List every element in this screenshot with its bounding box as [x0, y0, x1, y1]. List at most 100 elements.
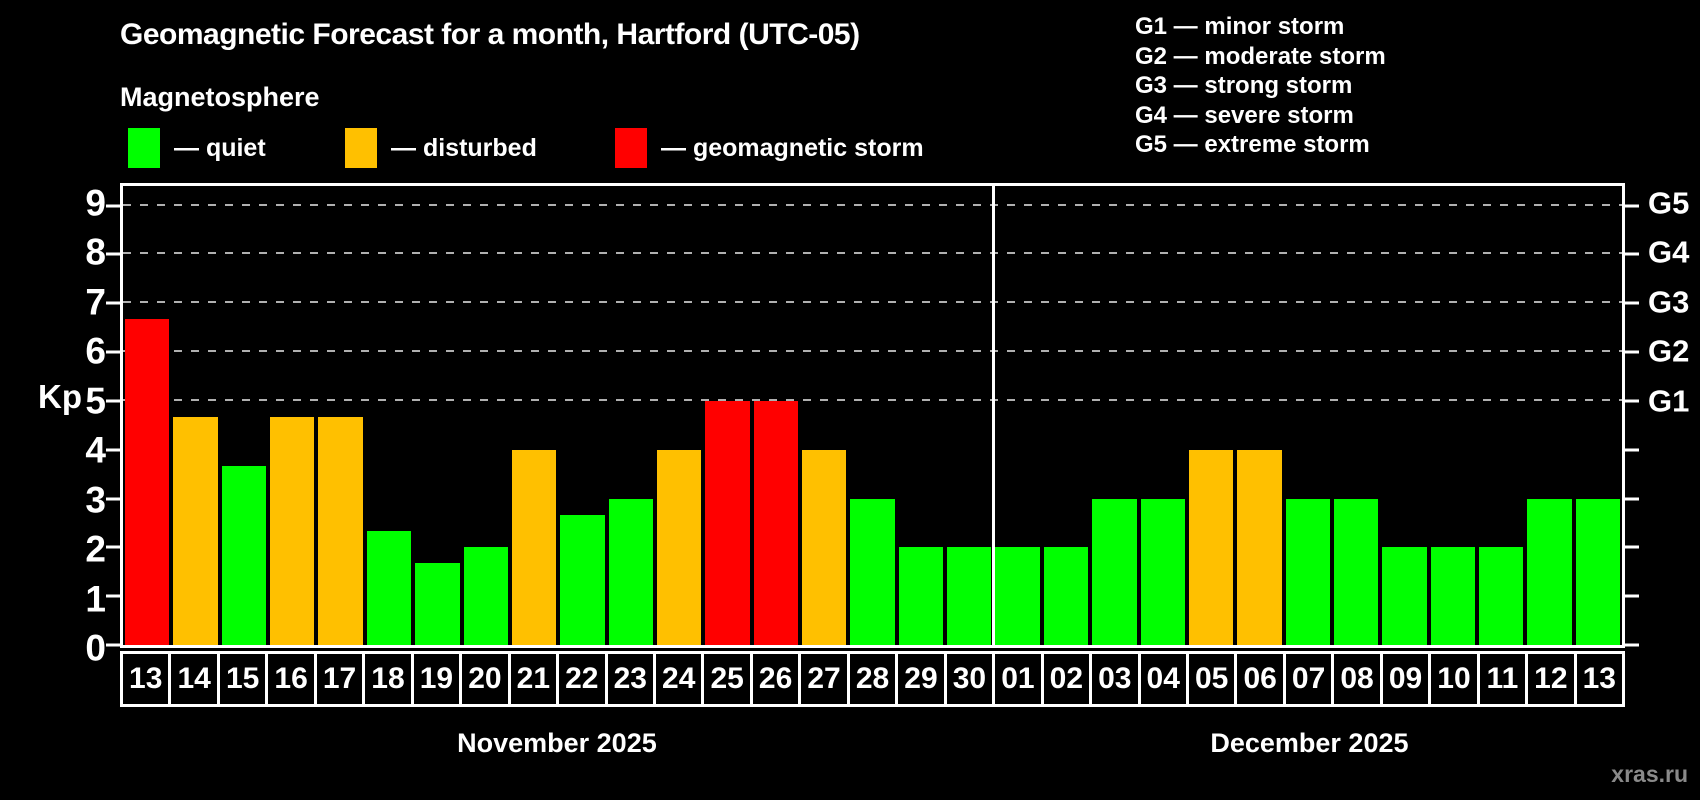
- day-label-nov-19: 19: [410, 651, 463, 707]
- y-axis-label-3: 3: [85, 479, 106, 521]
- g-scale-legend-line: G2 — moderate storm: [1135, 42, 1386, 70]
- chart-subtitle: Magnetosphere: [120, 82, 320, 112]
- kp-bar-nov-25: [705, 400, 750, 645]
- bar-cell-nov-30: [945, 186, 993, 645]
- bar-cell-dec-08: [1332, 186, 1380, 645]
- page-title: Geomagnetic Forecast for a month, Hartfo…: [120, 18, 860, 51]
- g-scale-legend-line: G3 — strong storm: [1135, 72, 1353, 99]
- bar-cell-dec-06: [1235, 186, 1283, 645]
- day-label-nov-22: 22: [556, 651, 608, 707]
- bar-cell-nov-13: [123, 186, 171, 645]
- right-axis-label-G2: G2: [1648, 333, 1690, 369]
- day-label-nov-14: 14: [168, 651, 220, 707]
- day-label-nov-20: 20: [459, 651, 511, 707]
- right-axis-tick-0: [1625, 643, 1639, 647]
- day-label-nov-17: 17: [313, 651, 366, 707]
- gridline-kp-5: [123, 398, 1622, 401]
- bar-cell-dec-01: [993, 186, 1041, 645]
- day-label-nov-28: 28: [846, 651, 899, 707]
- day-label-dec-01: 01: [992, 651, 1044, 707]
- bar-cell-nov-27: [800, 186, 848, 645]
- gridline-kp-6: [123, 350, 1622, 353]
- day-label-nov-30: 30: [943, 651, 996, 707]
- y-axis-label-0: 0: [85, 627, 106, 669]
- y-axis-label-4: 4: [85, 429, 106, 471]
- bar-cell-dec-11: [1477, 186, 1525, 645]
- kp-bar-dec-06: [1237, 449, 1282, 645]
- kp-bar-nov-20: [463, 547, 508, 645]
- kp-bar-dec-02: [1043, 547, 1089, 645]
- month-label-november: November 2025: [457, 728, 657, 758]
- plot-area: [106, 183, 1639, 648]
- y-axis-label-1: 1: [85, 578, 106, 620]
- legend-item-disturbed: — disturbed: [345, 128, 537, 168]
- right-axis-g-labels: G1 G2 G3 G4 G5: [1648, 183, 1700, 648]
- g-scale-legend-line: G5 — extreme storm: [1135, 131, 1370, 158]
- y-axis-label-7: 7: [85, 281, 106, 323]
- day-label-nov-13: 13: [120, 651, 172, 707]
- bar-cell-nov-24: [655, 186, 703, 645]
- left-axis-tick-2: [106, 545, 120, 549]
- kp-bar-nov-29: [898, 547, 944, 645]
- legend-label: — disturbed: [391, 133, 537, 162]
- kp-bar-nov-28: [850, 498, 895, 645]
- bar-cell-nov-16: [268, 186, 316, 645]
- right-axis-tick-6: [1625, 350, 1639, 354]
- gridline-kp-7: [123, 301, 1622, 304]
- left-axis-tick-1: [106, 594, 120, 598]
- day-label-nov-24: 24: [652, 651, 705, 707]
- bars-container: [123, 186, 1622, 645]
- kp-bar-nov-24: [656, 449, 702, 645]
- right-axis-tick-4: [1625, 448, 1639, 452]
- bar-cell-nov-25: [703, 186, 751, 645]
- y-axis-label-2: 2: [85, 528, 106, 570]
- kp-bar-nov-23: [608, 498, 653, 645]
- day-label-dec-07: 07: [1282, 651, 1335, 707]
- kp-bar-dec-10: [1430, 547, 1476, 645]
- day-label-dec-08: 08: [1331, 651, 1383, 707]
- right-axis-tick-5: [1625, 399, 1639, 403]
- kp-bar-dec-08: [1333, 498, 1379, 645]
- kp-bar-nov-22: [560, 514, 605, 645]
- kp-bar-dec-11: [1479, 547, 1524, 645]
- g-scale-legend-line: G4 — severe storm: [1135, 101, 1354, 129]
- kp-bar-nov-14: [173, 416, 218, 645]
- disturbed-swatch-icon: [345, 128, 377, 168]
- day-label-dec-03: 03: [1089, 651, 1141, 707]
- day-label-nov-23: 23: [604, 651, 656, 707]
- bar-cell-nov-14: [171, 186, 219, 645]
- y-axis-label-8: 8: [85, 231, 106, 273]
- day-label-nov-29: 29: [895, 651, 947, 707]
- bar-cell-dec-03: [1090, 186, 1138, 645]
- day-label-dec-02: 02: [1040, 651, 1093, 707]
- watermark: xras.ru: [1611, 761, 1688, 787]
- bar-cell-dec-12: [1525, 186, 1573, 645]
- bar-cell-dec-13: [1574, 186, 1622, 645]
- bar-cell-dec-07: [1284, 186, 1332, 645]
- bar-cell-dec-10: [1429, 186, 1477, 645]
- kp-bar-nov-30: [947, 547, 992, 645]
- bar-cell-nov-19: [413, 186, 461, 645]
- day-label-dec-13: 13: [1573, 651, 1626, 707]
- y-axis-tick-labels: 0 1 2 3 4 5 6 7 8 9: [0, 183, 106, 666]
- right-axis-label-G5: G5: [1648, 185, 1690, 221]
- day-label-dec-09: 09: [1379, 651, 1432, 707]
- right-axis-tick-7: [1625, 301, 1639, 305]
- kp-bar-nov-15: [221, 465, 267, 645]
- left-axis-tick-7: [106, 301, 120, 305]
- day-label-dec-12: 12: [1525, 651, 1577, 707]
- bar-cell-dec-04: [1139, 186, 1187, 645]
- kp-bar-nov-17: [318, 416, 363, 645]
- bar-cell-nov-17: [316, 186, 364, 645]
- x-axis-day-labels: 13 14 15 16 17 18 19 20 21 22 23 24 25 26 27 28 29 30 01 02…: [120, 651, 1626, 707]
- legend-item-quiet: — quiet: [128, 128, 266, 168]
- g-scale-legend: G1 — minor storm G2 — moderate storm G3 — …: [1135, 12, 1386, 160]
- bar-cell-nov-21: [510, 186, 558, 645]
- right-axis-tick-9: [1625, 204, 1639, 208]
- bar-cell-nov-18: [365, 186, 413, 645]
- right-axis-label-G4: G4: [1648, 234, 1690, 270]
- kp-bar-nov-16: [270, 416, 315, 645]
- kp-bar-dec-05: [1188, 449, 1234, 645]
- bar-cell-dec-05: [1187, 186, 1235, 645]
